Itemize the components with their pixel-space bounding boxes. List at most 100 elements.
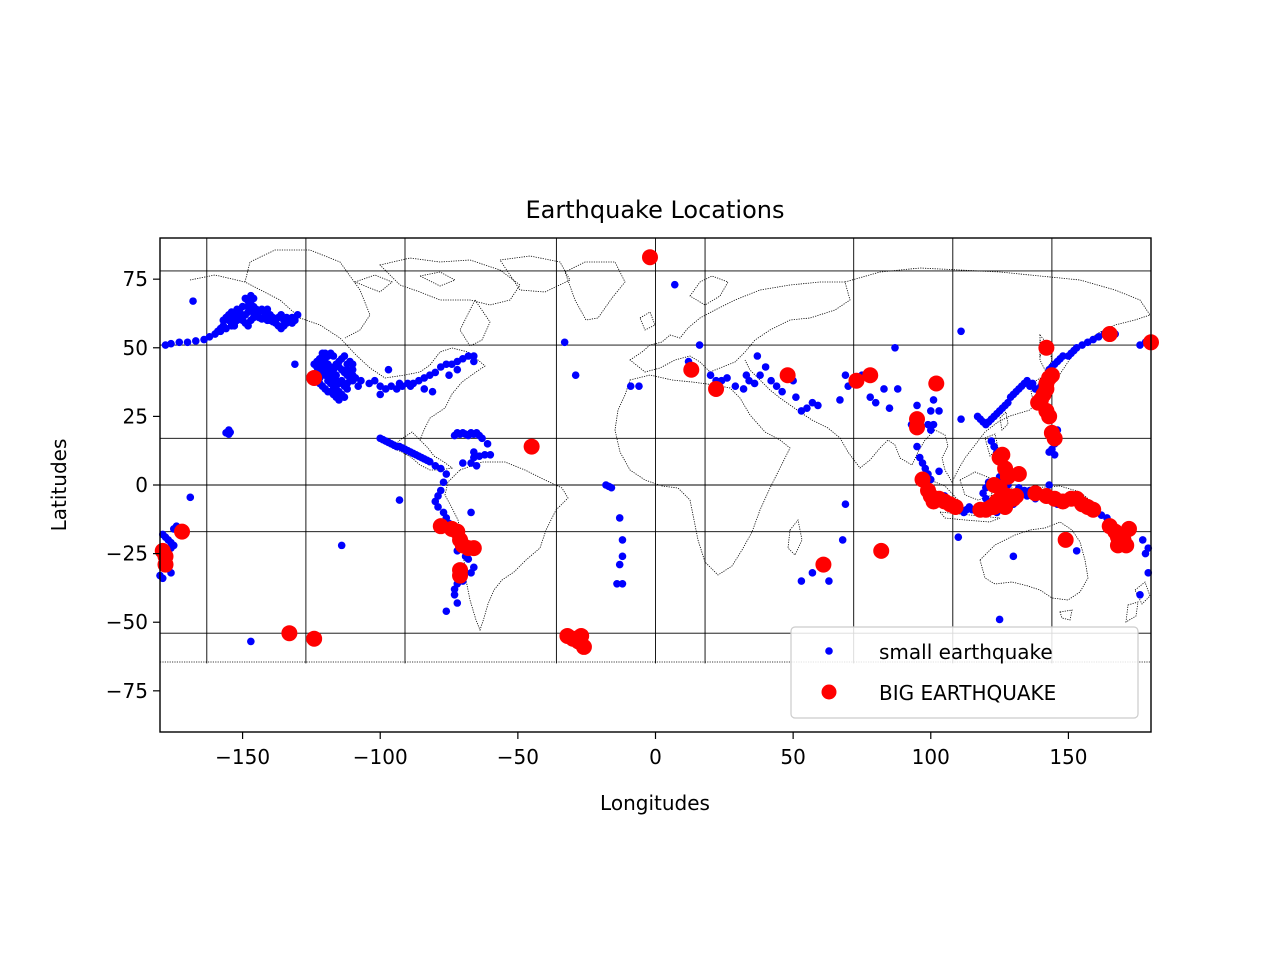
small-earthquake-point-369 — [1009, 552, 1018, 561]
small-earthquake-point-277 — [750, 379, 759, 388]
small-earthquake-point-265 — [635, 382, 643, 391]
small-earthquake-point-288 — [803, 404, 811, 412]
small-earthquake-point-264 — [626, 382, 635, 391]
small-earthquake-point-272 — [723, 374, 731, 382]
small-earthquake-point-267 — [695, 341, 704, 349]
small-earthquake-point-249 — [470, 448, 478, 456]
big-earthquake-point-39 — [947, 498, 964, 515]
small-earthquake-point-266 — [670, 280, 679, 289]
big-earthquake-point-49 — [1008, 487, 1025, 504]
small-earthquake-point-367 — [954, 533, 963, 541]
x-axis-label: Longitudes — [600, 791, 710, 815]
small-earthquake-point-371 — [1136, 590, 1144, 599]
small-earthquake-point-182 — [445, 371, 453, 380]
big-earthquake-points — [154, 249, 1159, 655]
small-earthquake-point-204 — [436, 464, 445, 473]
small-earthquake-point-84 — [395, 496, 404, 504]
y-tick-label-6: 75 — [123, 267, 148, 291]
small-earthquake-point-71 — [219, 316, 228, 325]
small-earthquake-point-248 — [483, 440, 492, 448]
big-earthquake-point-54 — [999, 468, 1016, 485]
small-earthquake-point-83 — [337, 541, 346, 550]
small-earthquake-point-296 — [836, 396, 844, 404]
x-axis-ticks: −150 −100 −50 0 50 100 150 — [215, 732, 1088, 769]
small-earthquake-point-305 — [885, 404, 894, 412]
small-earthquake-point-154 — [291, 360, 299, 369]
big-earthquake-point-27 — [862, 367, 879, 384]
small-earthquake-point-95 — [340, 352, 349, 360]
big-earthquake-point-87 — [1101, 326, 1118, 343]
small-earthquake-point-139 — [318, 349, 327, 358]
small-earthquake-point-3 — [183, 338, 192, 347]
small-earthquake-point-174 — [384, 365, 393, 374]
small-earthquake-point-126 — [335, 363, 343, 371]
big-earthquake-point-4 — [306, 630, 323, 647]
big-earthquake-point-26 — [848, 372, 865, 389]
small-earthquake-point-230 — [481, 451, 489, 459]
big-earthquake-point-17 — [452, 567, 469, 584]
big-earthquake-point-23 — [683, 361, 700, 378]
small-earthquake-point-279 — [756, 371, 764, 380]
small-earthquake-point-310 — [913, 442, 921, 451]
small-earthquake-point-227 — [459, 459, 467, 467]
big-earthquake-point-29 — [815, 556, 832, 573]
small-earthquake-point-321 — [926, 426, 935, 434]
legend-small-marker — [825, 647, 833, 655]
small-earthquake-point-98 — [348, 360, 357, 369]
small-earthquake-point-223 — [450, 590, 459, 599]
small-earthquake-point-453 — [1045, 481, 1053, 489]
small-earthquake-point-180 — [365, 379, 374, 388]
small-earthquake-point-292 — [797, 577, 806, 585]
big-earthquake-point-52 — [994, 446, 1011, 463]
small-earthquake-point-166 — [431, 368, 440, 377]
big-earthquake-point-31 — [909, 419, 926, 436]
small-earthquake-point-168 — [442, 360, 451, 369]
small-earthquake-point-281 — [767, 376, 775, 385]
small-earthquake-point-278 — [753, 352, 762, 360]
legend-big-label: BIG EARTHQUAKE — [879, 681, 1056, 705]
big-earthquake-point-67 — [1057, 531, 1074, 548]
legend[interactable]: small earthquake BIG EARTHQUAKE — [790, 626, 1139, 719]
small-earthquake-point-282 — [772, 382, 781, 391]
small-earthquake-point-283 — [778, 387, 786, 396]
small-earthquake-point-172 — [464, 352, 473, 360]
x-tick-label-1: −100 — [353, 745, 408, 769]
legend-big-marker — [821, 684, 837, 700]
x-tick-label-5: 100 — [912, 745, 950, 769]
x-tick-label-2: −50 — [497, 745, 539, 769]
map-grid — [160, 238, 1151, 664]
big-earthquake-point-56 — [991, 479, 1008, 496]
small-earthquake-point-53 — [249, 294, 258, 303]
small-earthquake-point-120 — [335, 396, 343, 404]
small-earthquake-point-153 — [357, 376, 365, 385]
small-earthquake-point-74 — [214, 327, 222, 336]
small-earthquake-point-177 — [420, 385, 429, 393]
big-earthquake-point-57 — [928, 375, 945, 392]
small-earthquake-point-81 — [186, 493, 195, 502]
big-earthquake-point-15 — [465, 540, 482, 557]
small-earthquake-point-225 — [442, 607, 451, 616]
small-earthquake-point-110 — [310, 360, 318, 369]
big-earthquake-point-85 — [1046, 430, 1063, 447]
small-earthquake-point-176 — [406, 382, 415, 391]
x-tick-label-3: 0 — [649, 745, 662, 769]
small-earthquake-point-175 — [395, 379, 404, 388]
small-earthquake-point-235 — [467, 569, 475, 577]
small-earthquake-point-297 — [841, 371, 850, 380]
big-earthquake-point-5 — [174, 523, 191, 540]
small-earthquake-point-295 — [841, 500, 850, 509]
small-earthquake-point-1 — [167, 339, 175, 348]
small-earthquake-point-146 — [343, 365, 351, 374]
small-earthquake-point-45 — [230, 322, 239, 330]
small-earthquake-point-257 — [607, 483, 616, 492]
big-earthquake-point-1 — [523, 438, 540, 455]
small-earthquake-point-286 — [792, 393, 800, 401]
small-earthquake-point-183 — [470, 357, 478, 366]
small-earthquake-point-250 — [486, 451, 495, 459]
small-earthquake-point-376 — [957, 327, 965, 336]
big-earthquake-point-25 — [779, 367, 796, 384]
big-earthquake-point-74 — [1109, 537, 1126, 554]
big-earthquake-point-7 — [157, 556, 174, 573]
small-earthquake-point-65 — [244, 302, 252, 311]
